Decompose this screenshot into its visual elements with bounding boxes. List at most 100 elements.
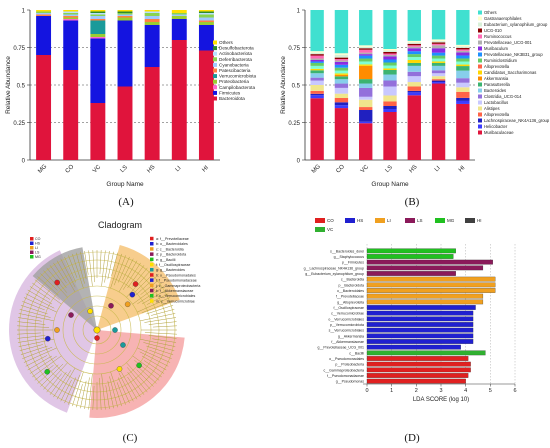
bar-segment bbox=[456, 10, 470, 45]
legend-label: Firmicutes bbox=[219, 90, 241, 95]
lda-bar-label: f__Oscillospiraceae bbox=[333, 306, 364, 310]
bar-segment bbox=[36, 55, 52, 160]
tree-branch bbox=[140, 279, 160, 295]
bar-segment bbox=[431, 65, 446, 71]
clade-legend-label: a: f__Prevotellaceae bbox=[156, 237, 189, 241]
tree-branch bbox=[22, 346, 53, 359]
x-tick-label: HS bbox=[146, 164, 156, 174]
bar-segment bbox=[334, 59, 349, 61]
bar-segment bbox=[359, 121, 373, 124]
bar-segment bbox=[144, 25, 160, 67]
bar-segment bbox=[359, 61, 373, 65]
clade-legend-label: g: g__Bacteroides bbox=[156, 268, 185, 272]
x-tick-label: HI bbox=[201, 165, 210, 174]
tree-branch bbox=[64, 377, 77, 404]
bar-segment bbox=[171, 19, 187, 40]
bar-segment bbox=[383, 52, 397, 54]
lda-bar-label: c__Verrucomicrobiae bbox=[331, 312, 364, 316]
bar-segment bbox=[383, 109, 397, 112]
legend-label: Akkermansia bbox=[484, 76, 509, 81]
legend-swatch bbox=[213, 62, 217, 67]
bar-segment bbox=[359, 110, 373, 122]
tree-branch bbox=[149, 349, 172, 359]
legend-label: Bacteroidota bbox=[219, 96, 245, 101]
tree-branch bbox=[64, 256, 77, 283]
tree-branch bbox=[117, 377, 130, 404]
clade-legend-swatch bbox=[150, 242, 154, 246]
lda-bar-label: s__Bacteroides_dorei bbox=[330, 249, 364, 253]
lda-legend-swatch bbox=[405, 218, 415, 223]
legend-swatch bbox=[213, 96, 217, 101]
bar-segment bbox=[407, 45, 421, 47]
lda-legend-swatch bbox=[315, 227, 325, 232]
bar-segment bbox=[456, 46, 470, 48]
legend-label: Lachnospiraceae_NK4A136_group bbox=[484, 118, 550, 123]
y-tick-label: 0.75 bbox=[288, 46, 300, 52]
tree-branch bbox=[25, 293, 55, 309]
bar-segment bbox=[456, 100, 470, 104]
legend-label: Ruminiclostridium bbox=[484, 58, 518, 63]
lda-bar bbox=[366, 378, 466, 384]
bar-segment bbox=[431, 83, 446, 160]
tree-branch bbox=[92, 250, 95, 283]
bar-segment bbox=[334, 54, 349, 58]
lda-legend-swatch bbox=[345, 218, 355, 223]
lda-bar bbox=[366, 288, 496, 293]
bar-segment bbox=[359, 45, 373, 47]
tree-branch bbox=[137, 297, 171, 313]
bar-segment bbox=[90, 19, 106, 21]
bar-segment bbox=[383, 50, 397, 52]
lda-bar bbox=[366, 305, 476, 310]
lda-bar-label: f__Prevotellaceae bbox=[336, 295, 364, 299]
bar-segment bbox=[36, 14, 52, 16]
tree-branch bbox=[116, 382, 126, 405]
bar-segment bbox=[117, 86, 133, 160]
tree-branch bbox=[32, 282, 62, 305]
x-tick-label: 5 bbox=[489, 388, 492, 394]
bar-segment bbox=[334, 79, 349, 84]
bar-segment bbox=[310, 10, 324, 52]
tree-branch bbox=[107, 251, 114, 280]
bar-segment bbox=[310, 93, 324, 96]
bar-segment bbox=[383, 70, 397, 75]
legend-label: Prevotellaceae_UCG-001 bbox=[484, 40, 532, 45]
tree-branch bbox=[18, 313, 55, 322]
bar-segment bbox=[456, 58, 470, 62]
tree-branch bbox=[17, 332, 42, 335]
bar-segment bbox=[383, 95, 397, 102]
sector-proteobacteria bbox=[89, 330, 185, 418]
tree-branch bbox=[148, 321, 177, 325]
lda-bar bbox=[366, 339, 474, 344]
lda-bar bbox=[366, 293, 484, 299]
tree-branch bbox=[152, 338, 177, 343]
tree-branch bbox=[141, 355, 167, 371]
legend-label: Verrucomicrobiota bbox=[219, 74, 256, 79]
legend-swatch bbox=[213, 85, 217, 90]
legend-swatch bbox=[478, 100, 482, 105]
bar-segment bbox=[63, 11, 79, 13]
legend-swatch bbox=[213, 79, 217, 84]
lda-bar bbox=[366, 333, 474, 339]
tree-branch bbox=[34, 365, 54, 381]
group-legend-swatch bbox=[30, 241, 34, 245]
clade-legend-label: c: c__Bacteroidia bbox=[156, 247, 184, 251]
lda-bar bbox=[366, 282, 496, 288]
bar-segment bbox=[90, 20, 106, 34]
bar-segment bbox=[310, 51, 324, 53]
tree-branch bbox=[20, 305, 48, 315]
tree-branch bbox=[20, 345, 48, 355]
lda-legend-label: LS bbox=[417, 218, 423, 223]
tree-branch bbox=[84, 250, 89, 275]
lda-bar-label: g__Eubacterium_xylanophilum_group bbox=[305, 272, 364, 276]
bar-segment bbox=[431, 45, 446, 49]
bar-segment bbox=[359, 46, 373, 49]
group-legend-label: LI bbox=[35, 246, 38, 250]
bar-segment bbox=[431, 58, 446, 62]
bar-segment bbox=[383, 59, 397, 63]
lda-bar-label: g__Prevotellaceae_UCG_001 bbox=[317, 346, 364, 350]
bar-segment bbox=[383, 80, 397, 87]
bar-segment bbox=[383, 56, 397, 60]
tree-branch bbox=[104, 250, 110, 283]
legend-label: Proteobacteria bbox=[219, 79, 249, 84]
legend-label: Lactobacillus bbox=[484, 100, 508, 105]
